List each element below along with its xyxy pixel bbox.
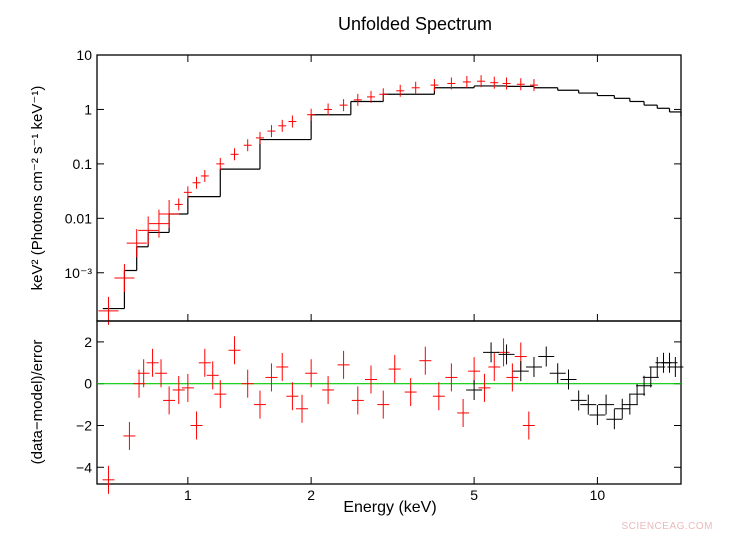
top-y-tick-label: 1 <box>84 101 92 117</box>
top-panel-plot: 10⁻³ 0.01 0.1 1 10 <box>64 47 682 325</box>
bottom-y-tick-label: 0 <box>84 376 92 392</box>
top-y-tick-label: 10⁻³ <box>64 265 92 281</box>
x-axis-label: Energy (keV) <box>343 499 436 516</box>
top-y-tick-label: 10 <box>76 47 92 63</box>
bottom-y-tick-label: 2 <box>84 334 92 350</box>
bottom-panel-frame <box>96 320 682 485</box>
watermark-text: SCIENCEAG.COM <box>621 521 713 532</box>
x-tick-label: 10 <box>590 487 606 503</box>
bottom-y-axis-label: (data−model)/error <box>29 340 46 465</box>
top-y-axis-label: keV² (Photons cm⁻² s⁻¹ keV⁻¹) <box>29 86 46 291</box>
top-y-tick-label: 0.1 <box>73 156 93 172</box>
top-panel-frame <box>96 54 682 322</box>
bottom-y-tick-label: −4 <box>76 459 92 475</box>
top-y-tick-label: 0.01 <box>65 210 92 226</box>
chart-title: Unfolded Spectrum <box>338 14 492 34</box>
x-tick-label: 1 <box>184 487 192 503</box>
bottom-panel-plot: −4 −2 0 2 1 2 5 10 <box>76 334 684 503</box>
x-tick-label: 2 <box>307 487 315 503</box>
bottom-y-tick-label: −2 <box>76 417 92 433</box>
x-tick-label: 5 <box>470 487 478 503</box>
